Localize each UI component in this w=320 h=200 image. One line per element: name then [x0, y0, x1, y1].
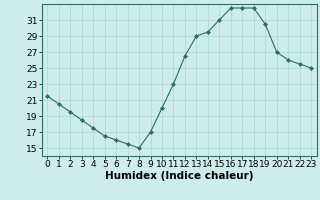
- X-axis label: Humidex (Indice chaleur): Humidex (Indice chaleur): [105, 171, 253, 181]
